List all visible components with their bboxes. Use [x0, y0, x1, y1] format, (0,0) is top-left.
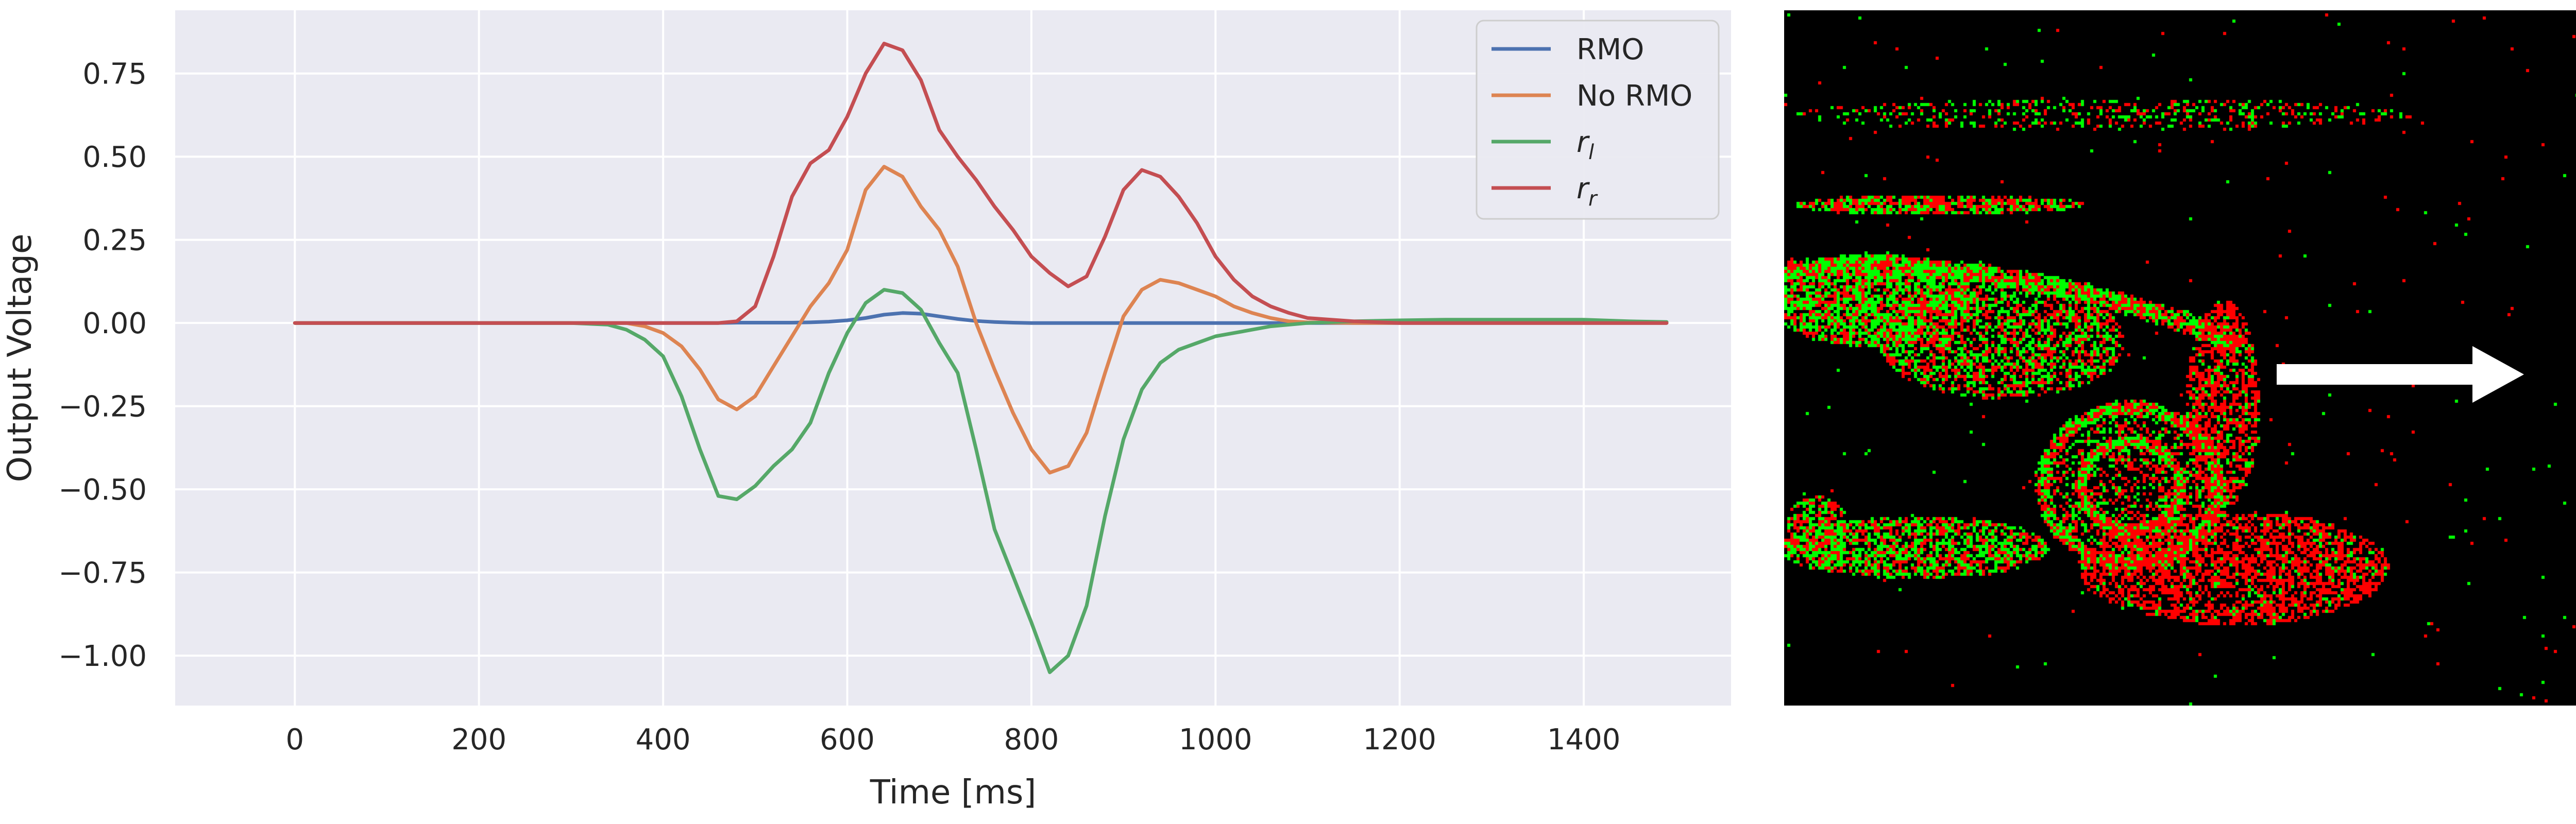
- series-line-no-rmo: [293, 165, 1669, 475]
- event-frame-canvas: [1784, 10, 2576, 706]
- x-tick-label: 1000: [1179, 723, 1252, 757]
- legend-label: rr: [1577, 172, 1598, 211]
- y-tick-label: −1.00: [58, 640, 147, 673]
- y-tick-label: 0.50: [82, 141, 147, 174]
- plot-area: [175, 10, 1731, 706]
- series-line-r-r: [293, 42, 1669, 325]
- x-axis-label: Time [ms]: [870, 774, 1037, 812]
- line-chart: 0 200 400 600 800 1000 1200 1400 0.750.500.250.…: [1, 10, 1731, 812]
- event-camera-image: [1784, 10, 2576, 706]
- legend-label: No RMO: [1577, 79, 1692, 113]
- legend-box: [1476, 20, 1720, 220]
- x-tick-label: 200: [451, 723, 506, 757]
- y-tick-label: 0.75: [82, 58, 147, 91]
- series-lines: [293, 42, 1669, 674]
- x-tick-label: 800: [1004, 723, 1059, 757]
- x-tick-label: 0: [285, 723, 304, 757]
- x-axis-ticks: 0 200 400 600 800 1000 1200 1400: [285, 723, 1620, 757]
- legend-label: RMO: [1577, 33, 1644, 66]
- x-tick-label: 1200: [1363, 723, 1436, 757]
- y-tick-label: 0.25: [82, 224, 147, 258]
- y-tick-label: −0.75: [58, 557, 147, 590]
- x-tick-label: 1400: [1547, 723, 1621, 757]
- y-tick-label: −0.50: [58, 473, 147, 507]
- x-tick-label: 400: [636, 723, 691, 757]
- y-axis-ticks: 0.75 0.50 0.25 0.00 −0.25 −0.50 −0.75 −1.00: [58, 58, 147, 673]
- legend: RMO No RMO rl rr: [1476, 20, 1720, 220]
- series-line-r-l: [293, 288, 1669, 674]
- legend-label: rl: [1577, 126, 1594, 164]
- motion-direction-arrow-icon: [2277, 346, 2524, 403]
- x-tick-label: 600: [820, 723, 875, 757]
- y-tick-label: 0.00: [82, 307, 147, 340]
- y-axis-label: Output Voltage: [1, 234, 39, 483]
- y-tick-label: −0.25: [58, 390, 147, 424]
